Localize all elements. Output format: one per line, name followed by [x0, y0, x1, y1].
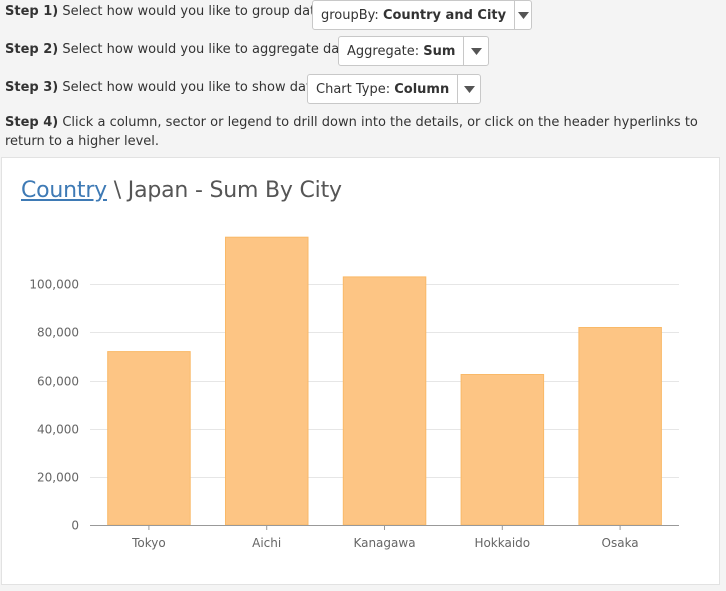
- step-3-label: Step 3): [5, 80, 59, 95]
- group-by-dropdown-button[interactable]: [514, 1, 531, 29]
- chart-type-dropdown-button[interactable]: [457, 75, 480, 103]
- bar-osaka[interactable]: [578, 327, 662, 526]
- bar-kanagawa[interactable]: [342, 276, 427, 526]
- chart-type-selected: Column: [394, 81, 450, 97]
- step-3-text: Select how would you like to show data.: [62, 80, 324, 95]
- bar-hokkaido[interactable]: [460, 374, 545, 526]
- header-drilldown-text: \ Japan - Sum By City: [113, 178, 342, 203]
- header-country-link[interactable]: Country: [21, 178, 107, 203]
- chart-type-combobox[interactable]: Chart Type: Column: [307, 74, 481, 104]
- chevron-down-icon: [463, 85, 475, 93]
- aggregate-selected: Sum: [423, 43, 456, 59]
- y-tick-label: 80,000: [37, 326, 79, 340]
- step-1-instruction: Step 1) Select how would you like to gro…: [5, 2, 327, 22]
- x-tick-label: Hokkaido: [474, 536, 530, 550]
- x-tick-label: Kanagawa: [353, 536, 415, 550]
- chevron-down-icon: [517, 11, 529, 19]
- x-tick-label: Tokyo: [131, 536, 166, 550]
- step-1-label: Step 1): [5, 4, 59, 19]
- step-4-text: Click a column, sector or legend to dril…: [5, 115, 698, 149]
- y-tick-label: 20,000: [37, 471, 79, 485]
- group-by-prefix: groupBy:: [321, 7, 379, 23]
- group-by-combobox[interactable]: groupBy: Country and City: [312, 0, 532, 30]
- step-4-label: Step 4): [5, 115, 59, 130]
- y-tick-label: 0: [71, 519, 79, 533]
- chart-type-prefix: Chart Type:: [316, 81, 391, 97]
- bar-aichi[interactable]: [225, 236, 309, 526]
- aggregate-value: Aggregate: Sum: [339, 44, 463, 59]
- y-tick-label: 60,000: [37, 375, 79, 389]
- step-4-instruction: Step 4) Click a column, sector or legend…: [5, 113, 717, 151]
- chart-type-value: Chart Type: Column: [308, 82, 457, 97]
- chart-header: Country \ Japan - Sum By City: [21, 178, 342, 203]
- step-1-text: Select how would you like to group data.: [62, 4, 328, 19]
- aggregate-prefix: Aggregate:: [347, 43, 420, 59]
- chevron-down-icon: [470, 47, 482, 55]
- x-tick-label: Osaka: [602, 536, 639, 550]
- y-tick-label: 100,000: [29, 278, 79, 292]
- group-by-selected: Country and City: [382, 7, 507, 23]
- step-2-text: Select how would you like to aggregate d…: [62, 42, 357, 57]
- step-2-instruction: Step 2) Select how would you like to agg…: [5, 40, 356, 60]
- step-2-label: Step 2): [5, 42, 59, 57]
- step-3-instruction: Step 3) Select how would you like to sho…: [5, 78, 323, 98]
- y-tick-label: 40,000: [37, 423, 79, 437]
- x-tick-label: Aichi: [252, 536, 281, 550]
- bar-tokyo[interactable]: [107, 351, 191, 526]
- group-by-value: groupBy: Country and City: [313, 8, 514, 23]
- aggregate-combobox[interactable]: Aggregate: Sum: [338, 36, 489, 66]
- aggregate-dropdown-button[interactable]: [463, 37, 488, 65]
